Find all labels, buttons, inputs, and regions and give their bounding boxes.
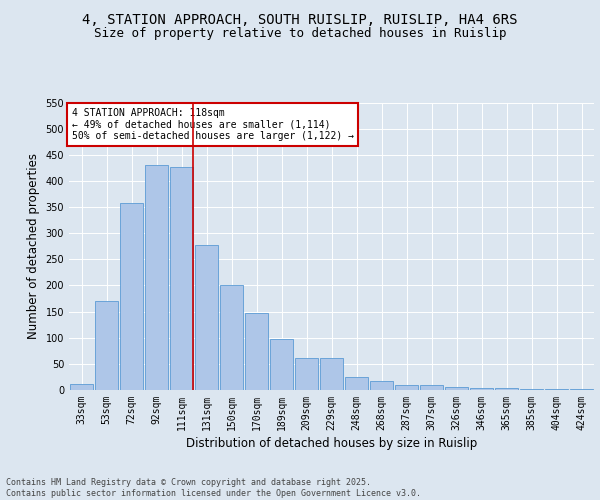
Bar (395, 385, 418, 390)
Bar (420, 385, 443, 390)
Text: Contains HM Land Registry data © Crown copyright and database right 2025.
Contai: Contains HM Land Registry data © Crown c… (6, 478, 421, 498)
Bar (295, 358, 318, 390)
Bar (470, 388, 493, 390)
Bar (245, 312, 268, 390)
Bar (170, 167, 193, 390)
Bar (370, 380, 393, 390)
Bar (95, 301, 118, 390)
Bar (495, 388, 518, 390)
Text: Size of property relative to detached houses in Ruislip: Size of property relative to detached ho… (94, 28, 506, 40)
Bar (120, 204, 143, 390)
Text: 4, STATION APPROACH, SOUTH RUISLIP, RUISLIP, HA4 6RS: 4, STATION APPROACH, SOUTH RUISLIP, RUIS… (82, 12, 518, 26)
X-axis label: Distribution of detached houses by size in Ruislip: Distribution of detached houses by size … (186, 437, 477, 450)
Bar (220, 286, 243, 390)
Y-axis label: Number of detached properties: Number of detached properties (27, 153, 40, 340)
Bar (320, 358, 343, 390)
Bar (195, 245, 218, 390)
Bar (270, 339, 293, 390)
Bar (70, 384, 93, 390)
Bar (345, 377, 368, 390)
Bar (445, 387, 468, 390)
Text: 4 STATION APPROACH: 118sqm
← 49% of detached houses are smaller (1,114)
50% of s: 4 STATION APPROACH: 118sqm ← 49% of deta… (71, 108, 353, 142)
Bar (570, 389, 593, 390)
Bar (145, 165, 168, 390)
